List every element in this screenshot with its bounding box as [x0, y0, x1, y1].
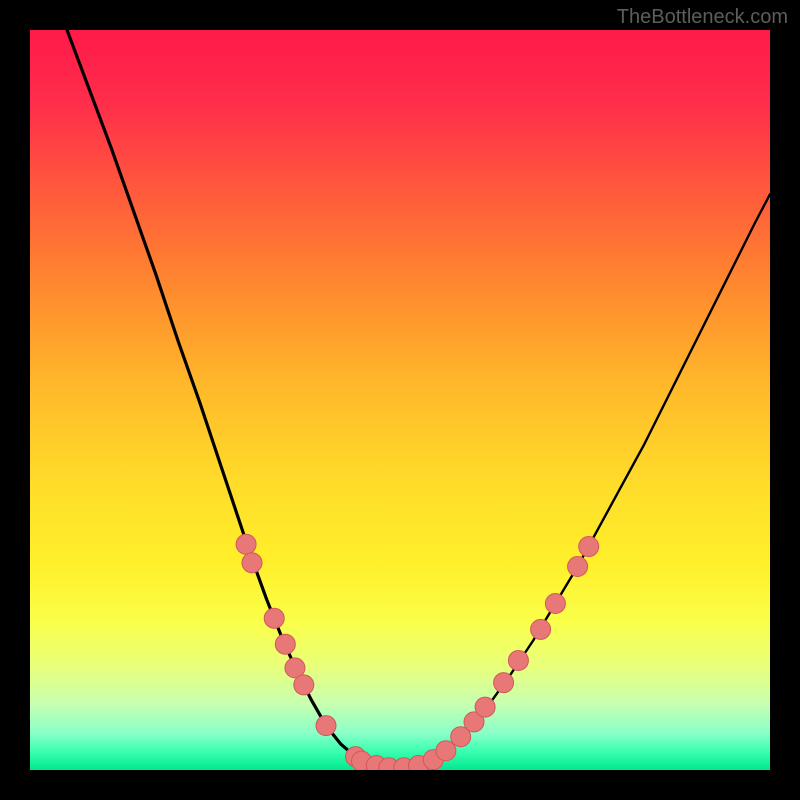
watermark-text: TheBottleneck.com: [617, 6, 788, 29]
data-point-marker: [436, 741, 456, 761]
data-point-marker: [545, 594, 565, 614]
data-point-marker: [475, 697, 495, 717]
data-point-marker: [568, 557, 588, 577]
data-markers: [30, 30, 770, 770]
data-point-marker: [579, 537, 599, 557]
chart-plot-area: [30, 30, 770, 770]
data-point-marker: [275, 634, 295, 654]
data-point-marker: [531, 619, 551, 639]
data-point-marker: [242, 553, 262, 573]
data-point-marker: [494, 673, 514, 693]
data-point-marker: [264, 608, 284, 628]
data-point-marker: [508, 650, 528, 670]
data-point-marker: [236, 534, 256, 554]
data-point-marker: [316, 716, 336, 736]
data-point-marker: [294, 675, 314, 695]
